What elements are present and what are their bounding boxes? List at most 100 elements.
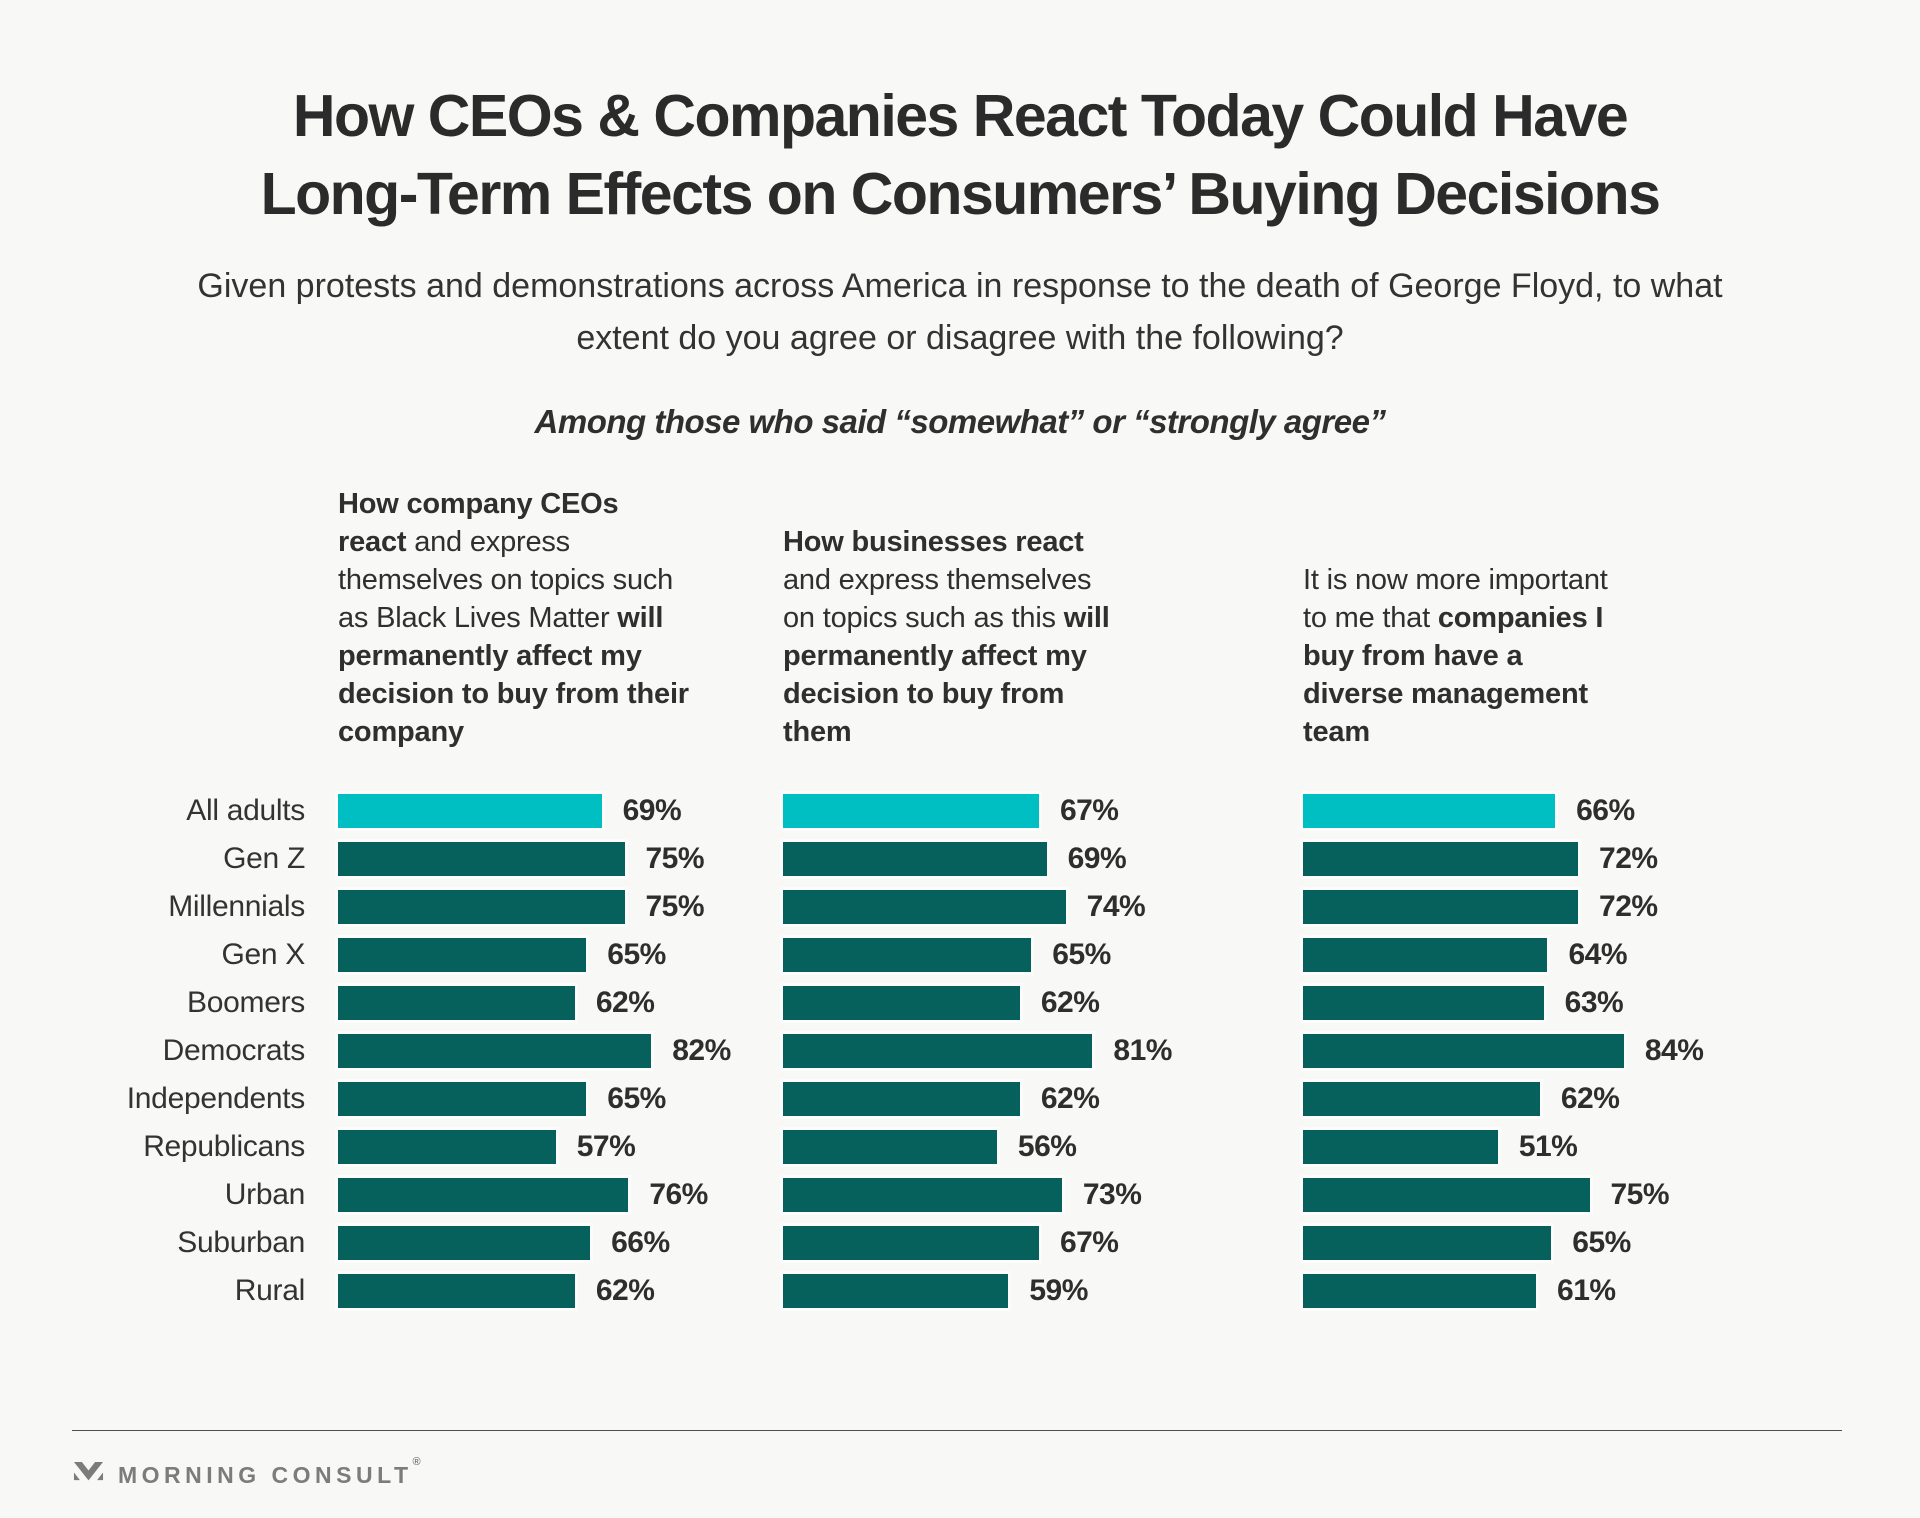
bar-value-label: 64% xyxy=(1568,938,1628,972)
category-label: Democrats xyxy=(162,1034,306,1068)
bar-cell-series-3: 75% xyxy=(1303,1178,1920,1213)
bar xyxy=(338,1130,556,1165)
chart-row-suburban: Suburban 66% 67% 65% xyxy=(0,1219,1920,1267)
grouped-bar-chart: All adults 69% 67% 66% Gen Z 75% 69% 72% Millenn… xyxy=(0,787,1920,1315)
bar-cell-series-2: 56% xyxy=(783,1130,1303,1165)
category-label: Republicans xyxy=(143,1130,305,1164)
bar-cell-series-2: 59% xyxy=(783,1274,1303,1309)
bar-cell-series-2: 67% xyxy=(783,1226,1303,1261)
bar xyxy=(783,1274,1009,1309)
bar-value-label: 51% xyxy=(1518,1130,1578,1164)
category-label: All adults xyxy=(186,794,305,828)
category-label: Gen X xyxy=(221,938,305,972)
chart-row-gen-z: Gen Z 75% 69% 72% xyxy=(0,835,1920,883)
chart-row-gen-x: Gen X 65% 65% 64% xyxy=(0,931,1920,979)
bar-cell-series-1: 65% xyxy=(338,938,783,973)
bar-value-label: 67% xyxy=(1059,794,1119,828)
bar xyxy=(1303,1274,1537,1309)
page-title: How CEOs & Companies React Today Could H… xyxy=(40,78,1880,234)
bar-value-label: 75% xyxy=(645,842,705,876)
bar-cell-series-3: 65% xyxy=(1303,1226,1920,1261)
bar xyxy=(783,1178,1062,1213)
bar-cell-series-2: 67% xyxy=(783,794,1303,829)
bar xyxy=(338,1082,587,1117)
registered-mark: ® xyxy=(412,1456,421,1468)
bar xyxy=(783,986,1020,1021)
bar-cell-series-2: 69% xyxy=(783,842,1303,877)
footer-divider xyxy=(72,1430,1842,1431)
bar-value-label: 81% xyxy=(1113,1034,1172,1068)
bar xyxy=(338,1178,629,1213)
bar-value-label: 69% xyxy=(622,794,682,828)
bar xyxy=(1303,842,1579,877)
title-line-2: Long-Term Effects on Consumers’ Buying D… xyxy=(260,160,1661,227)
bar-value-label: 62% xyxy=(1040,986,1100,1020)
bar-cell-series-3: 72% xyxy=(1303,890,1920,925)
bar-cell-series-2: 74% xyxy=(783,890,1303,925)
bar-cell-series-2: 62% xyxy=(783,1082,1303,1117)
bar xyxy=(1303,986,1544,1021)
bar-cell-series-1: 69% xyxy=(338,794,783,829)
bar-value-label: 72% xyxy=(1599,890,1658,924)
bar-cell-series-1: 76% xyxy=(338,1178,783,1213)
column-header-1: How company CEOs react and express thems… xyxy=(338,488,689,749)
category-label: Urban xyxy=(224,1178,306,1212)
bar-cell-series-1: 66% xyxy=(338,1226,783,1261)
bar-value-label: 66% xyxy=(1576,794,1635,828)
bar xyxy=(783,890,1066,925)
bar-value-label: 75% xyxy=(645,890,705,924)
infographic-page: How CEOs & Companies React Today Could H… xyxy=(0,78,1920,1488)
bar xyxy=(1303,1034,1624,1069)
bar-value-label: 66% xyxy=(611,1226,670,1260)
bar xyxy=(1303,890,1579,925)
bar-value-label: 65% xyxy=(1572,1226,1631,1260)
bar-cell-series-3: 51% xyxy=(1303,1130,1920,1165)
bar xyxy=(338,794,602,829)
category-label: Independents xyxy=(126,1082,306,1116)
title-line-1: How CEOs & Companies React Today Could H… xyxy=(292,83,1629,149)
column-header-3: It is now more important to me that comp… xyxy=(1303,564,1608,749)
bar-value-label: 57% xyxy=(576,1130,636,1164)
bar-cell-series-1: 75% xyxy=(338,890,783,925)
bar xyxy=(783,842,1047,877)
bar-value-label: 65% xyxy=(607,938,666,972)
bar-value-label: 62% xyxy=(595,1274,655,1308)
bar xyxy=(783,1034,1093,1069)
bar-value-label: 61% xyxy=(1557,1274,1616,1308)
footer: MORNING CONSULT® xyxy=(72,1430,1842,1489)
bar-cell-series-1: 75% xyxy=(338,842,783,877)
survey-question-subtitle: Given protests and demonstrations across… xyxy=(197,266,1723,358)
bar-value-label: 56% xyxy=(1017,1130,1077,1164)
column-header-2: How businesses react and express themsel… xyxy=(783,526,1110,749)
bar-value-label: 72% xyxy=(1599,842,1658,876)
bar xyxy=(1303,1178,1590,1213)
bar-cell-series-3: 84% xyxy=(1303,1034,1920,1069)
bar-cell-series-2: 73% xyxy=(783,1178,1303,1213)
morning-consult-logo: MORNING CONSULT® xyxy=(72,1456,1842,1489)
morning-consult-m-icon xyxy=(73,1461,104,1481)
bar-value-label: 76% xyxy=(649,1178,708,1212)
bar-value-label: 74% xyxy=(1086,890,1146,924)
bar xyxy=(1303,1082,1540,1117)
bar-value-label: 67% xyxy=(1059,1226,1119,1260)
chart-row-urban: Urban 76% 73% 75% xyxy=(0,1171,1920,1219)
bar xyxy=(1303,794,1556,829)
chart-row-millennials: Millennials 75% 74% 72% xyxy=(0,883,1920,931)
bar xyxy=(783,1130,997,1165)
category-label: Suburban xyxy=(177,1226,305,1260)
category-label: Rural xyxy=(234,1274,306,1308)
bar xyxy=(1303,938,1548,973)
bar-cell-series-2: 81% xyxy=(783,1034,1303,1069)
bar-cell-series-3: 62% xyxy=(1303,1082,1920,1117)
bar-value-label: 84% xyxy=(1644,1034,1704,1068)
bar-cell-series-1: 62% xyxy=(338,1274,783,1309)
chart-row-democrats: Democrats 82% 81% 84% xyxy=(0,1027,1920,1075)
bar xyxy=(338,1034,652,1069)
category-label: Boomers xyxy=(187,986,305,1020)
bar-cell-series-3: 63% xyxy=(1303,986,1920,1021)
bar-cell-series-3: 64% xyxy=(1303,938,1920,973)
bar xyxy=(338,1226,591,1261)
bar-cell-series-1: 82% xyxy=(338,1034,783,1069)
bar xyxy=(783,794,1039,829)
bar-value-label: 69% xyxy=(1067,842,1127,876)
